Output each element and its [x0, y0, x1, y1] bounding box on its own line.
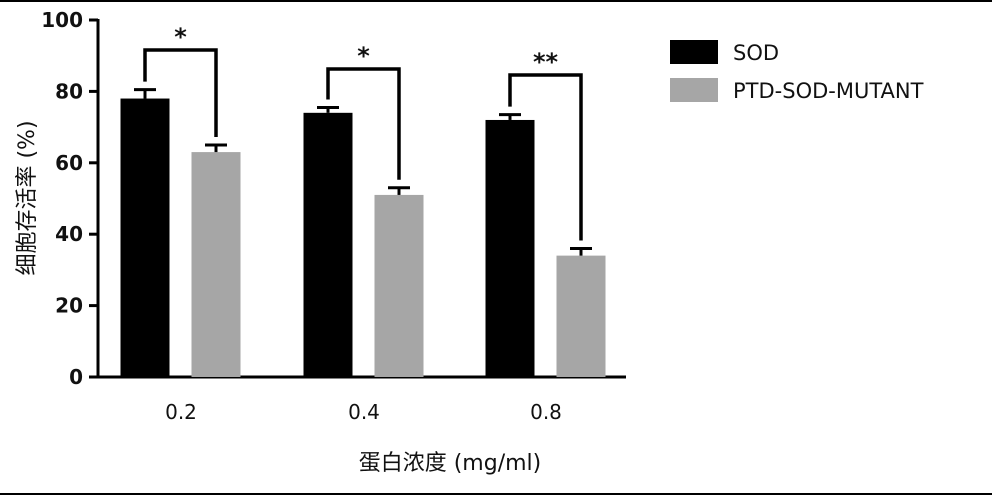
bars [120, 98, 606, 378]
x-category-labels: 0.2 0.4 0.8 [165, 400, 562, 424]
y-tick-label: 60 [55, 151, 83, 175]
bar-sod [120, 98, 170, 377]
x-category-label: 0.2 [165, 400, 197, 424]
bar-ptd-sod-mutant [556, 255, 606, 377]
y-tick-label: 20 [55, 294, 83, 318]
x-category-label: 0.8 [530, 400, 562, 424]
x-category-label: 0.4 [348, 400, 380, 424]
bar-ptd-sod-mutant [374, 194, 424, 377]
legend-label-sod: SOD [733, 41, 779, 65]
error-bars [134, 88, 592, 256]
significance-marker: * [357, 42, 370, 70]
significance-bracket [143, 48, 218, 137]
legend-swatch-sod [670, 40, 718, 64]
bar-sod [485, 119, 535, 378]
y-tick-label: 80 [55, 79, 83, 103]
significance-brackets: ** ** [143, 23, 583, 241]
significance-bracket [508, 73, 583, 241]
significance-bracket [326, 67, 401, 180]
significance-marker: * [174, 23, 187, 51]
y-axis-title: 细胞存活率 (%) [15, 120, 40, 275]
y-tick-label: 40 [55, 222, 83, 246]
legend-swatch-ptd-sod-mutant [670, 78, 718, 102]
y-tick-label: 0 [69, 365, 83, 389]
bar-sod [303, 112, 353, 377]
y-ticks: 0 20 40 60 80 100 [41, 8, 98, 389]
bar-ptd-sod-mutant [191, 152, 241, 377]
legend: SOD PTD-SOD-MUTANT [670, 40, 924, 103]
significance-marker: ** [533, 48, 559, 76]
legend-label-ptd-sod-mutant: PTD-SOD-MUTANT [733, 79, 924, 103]
y-tick-label: 100 [41, 8, 83, 32]
axes [96, 19, 626, 379]
x-axis-title: 蛋白浓度 (mg/ml) [359, 451, 542, 476]
